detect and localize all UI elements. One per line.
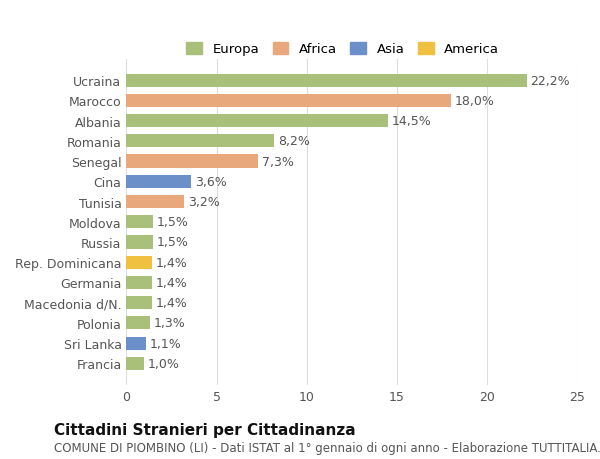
Bar <box>127 135 274 148</box>
Text: 8,2%: 8,2% <box>278 135 310 148</box>
Text: 22,2%: 22,2% <box>530 74 570 88</box>
Text: 3,2%: 3,2% <box>188 196 220 208</box>
Text: 1,4%: 1,4% <box>155 256 187 269</box>
Text: 3,6%: 3,6% <box>195 175 227 188</box>
Text: 1,5%: 1,5% <box>157 236 189 249</box>
Bar <box>127 155 258 168</box>
Text: 1,4%: 1,4% <box>155 297 187 309</box>
Bar <box>127 95 451 108</box>
Bar <box>127 317 150 330</box>
Bar <box>127 276 152 289</box>
Text: 18,0%: 18,0% <box>454 95 494 107</box>
Text: 1,1%: 1,1% <box>150 337 182 350</box>
Text: Cittadini Stranieri per Cittadinanza: Cittadini Stranieri per Cittadinanza <box>54 422 356 437</box>
Text: 14,5%: 14,5% <box>391 115 431 128</box>
Text: 1,5%: 1,5% <box>157 216 189 229</box>
Bar <box>127 357 145 370</box>
Bar <box>127 216 154 229</box>
Bar <box>127 236 154 249</box>
Text: 1,3%: 1,3% <box>154 317 185 330</box>
Bar <box>127 74 527 88</box>
Text: 7,3%: 7,3% <box>262 155 293 168</box>
Text: 1,4%: 1,4% <box>155 276 187 289</box>
Text: 1,0%: 1,0% <box>148 357 180 370</box>
Bar <box>127 115 388 128</box>
Bar <box>127 175 191 189</box>
Legend: Europa, Africa, Asia, America: Europa, Africa, Asia, America <box>184 40 502 59</box>
Bar <box>127 256 152 269</box>
Bar <box>127 196 184 209</box>
Bar <box>127 297 152 309</box>
Text: COMUNE DI PIOMBINO (LI) - Dati ISTAT al 1° gennaio di ogni anno - Elaborazione T: COMUNE DI PIOMBINO (LI) - Dati ISTAT al … <box>54 441 600 454</box>
Bar <box>127 337 146 350</box>
